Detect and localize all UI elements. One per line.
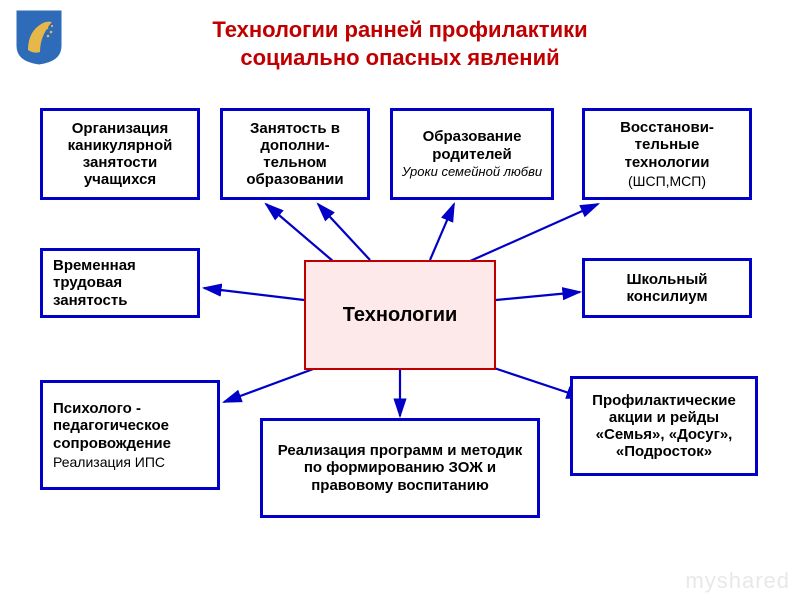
node-label: Школьный консилиум bbox=[591, 271, 743, 306]
node-label: Организация каникулярной занятости учащи… bbox=[49, 120, 191, 189]
node-subtitle: Реализация ИПС bbox=[53, 454, 165, 470]
node-additional-education: Занятость в дополни-тельном образовании bbox=[220, 108, 370, 200]
node-label: Временная трудовая занятость bbox=[53, 257, 191, 309]
node-subtitle: Уроки семейной любви bbox=[402, 165, 542, 180]
node-label: Профилактические акции и рейды «Семья», … bbox=[579, 392, 749, 461]
node-parent-education: Образование родителей Уроки семейной люб… bbox=[390, 108, 554, 200]
title-line-1: Технологии ранней профилактики bbox=[212, 17, 587, 42]
title-line-2: социально опасных явлений bbox=[240, 45, 559, 70]
node-vacation-employment: Организация каникулярной занятости учащи… bbox=[40, 108, 200, 200]
node-label: Занятость в дополни-тельном образовании bbox=[229, 120, 361, 189]
node-psych-support: Психолого - педагогическое сопровождение… bbox=[40, 380, 220, 490]
node-label: Образование родителей bbox=[399, 128, 545, 163]
center-label: Технологии bbox=[343, 304, 458, 327]
node-label: Психолого - педагогическое сопровождение bbox=[53, 400, 211, 452]
node-label: Реализация программ и методик по формиро… bbox=[269, 442, 531, 494]
page-title: Технологии ранней профилактики социально… bbox=[0, 16, 800, 71]
node-restorative-tech: Восстанови-тельные технологии (ШСП,МСП) bbox=[582, 108, 752, 200]
node-label: Восстанови-тельные технологии bbox=[591, 119, 743, 171]
node-school-council: Школьный консилиум bbox=[582, 258, 752, 318]
center-node: Технологии bbox=[304, 260, 496, 370]
node-subtitle: (ШСП,МСП) bbox=[628, 173, 706, 189]
node-temp-employment: Временная трудовая занятость bbox=[40, 248, 200, 318]
watermark: myshared bbox=[685, 568, 790, 594]
node-health-programs: Реализация программ и методик по формиро… bbox=[260, 418, 540, 518]
node-prevention-raids: Профилактические акции и рейды «Семья», … bbox=[570, 376, 758, 476]
